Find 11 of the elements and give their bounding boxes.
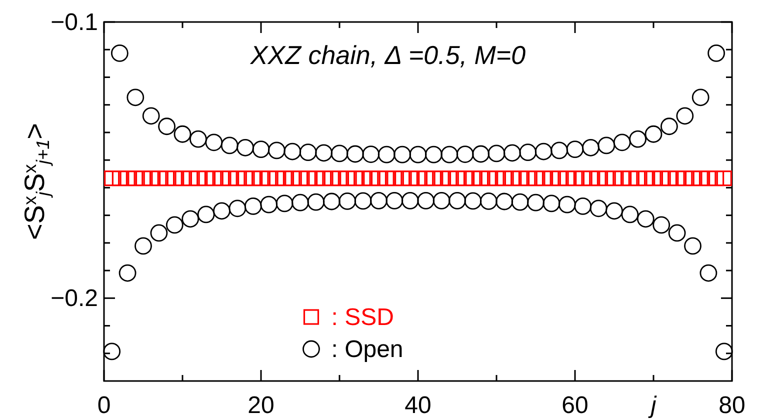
- y-tick-label: −0.2: [50, 285, 98, 312]
- legend-label: : SSD: [331, 304, 394, 331]
- x-tick-label: 20: [248, 392, 274, 419]
- x-axis-title: j: [648, 392, 657, 419]
- x-tick-label: 60: [562, 392, 588, 419]
- text: XXZ chain, Δ =0.5, M=0: [249, 40, 526, 70]
- x-tick-label: 40: [404, 392, 432, 419]
- x-tick-label: 0: [97, 392, 111, 419]
- legend-label: : Open: [331, 336, 404, 363]
- x-tick-label: 80: [718, 392, 746, 419]
- y-tick-label: −0.1: [50, 9, 98, 36]
